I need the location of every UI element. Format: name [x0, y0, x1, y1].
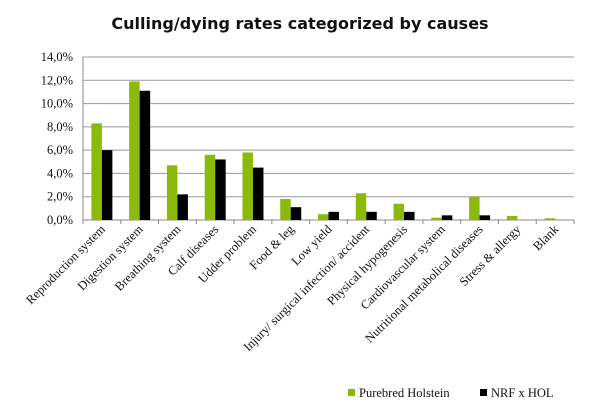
bar-nrf-x-hol	[404, 211, 415, 220]
legend-label: NRF x HOL	[491, 386, 554, 400]
x-tick-label: Breathing system	[112, 222, 184, 294]
y-tick-label: 6,0%	[47, 143, 73, 157]
bar-purebred-holstein	[431, 217, 442, 220]
bar-purebred-holstein	[280, 199, 291, 220]
bar-nrf-x-hol	[366, 211, 377, 220]
bar-purebred-holstein	[393, 203, 405, 220]
bar-nrf-x-hol	[479, 215, 491, 220]
bar-purebred-holstein	[129, 81, 140, 220]
bar-purebred-holstein	[318, 214, 329, 220]
bar-purebred-holstein	[204, 154, 216, 220]
legend-label: Purebred Holstein	[359, 386, 450, 400]
bar-nrf-x-hol	[252, 167, 264, 220]
bar-purebred-holstein	[469, 196, 480, 220]
y-tick-label: 4,0%	[47, 166, 73, 180]
legend-swatch	[348, 389, 355, 396]
bar-nrf-x-hol	[441, 215, 453, 220]
bar-purebred-holstein	[242, 152, 253, 220]
y-tick-label: 10,0%	[41, 97, 73, 111]
y-tick-label: 0,0%	[47, 213, 73, 227]
legend-swatch	[480, 389, 487, 396]
y-tick-label: 14,0%	[41, 50, 73, 64]
bar-purebred-holstein	[91, 123, 102, 220]
y-tick-label: 12,0%	[41, 73, 73, 87]
bar-nrf-x-hol	[101, 150, 113, 220]
bar-nrf-x-hol	[215, 159, 226, 220]
x-tick-label: Digestion system	[75, 222, 146, 293]
bar-purebred-holstein	[544, 218, 556, 220]
y-tick-label: 8,0%	[47, 120, 73, 134]
chart-title: Culling/dying rates categorized by cause…	[111, 14, 489, 33]
y-tick-label: 2,0%	[47, 190, 73, 204]
bar-purebred-holstein	[506, 215, 518, 220]
bar-purebred-holstein	[166, 165, 178, 220]
bar-nrf-x-hol	[290, 207, 302, 220]
bar-nrf-x-hol	[139, 90, 151, 220]
bar-nrf-x-hol	[177, 194, 188, 220]
x-tick-label: Blank	[530, 222, 562, 254]
bar-nrf-x-hol	[328, 211, 339, 220]
bar-purebred-holstein	[355, 193, 367, 220]
